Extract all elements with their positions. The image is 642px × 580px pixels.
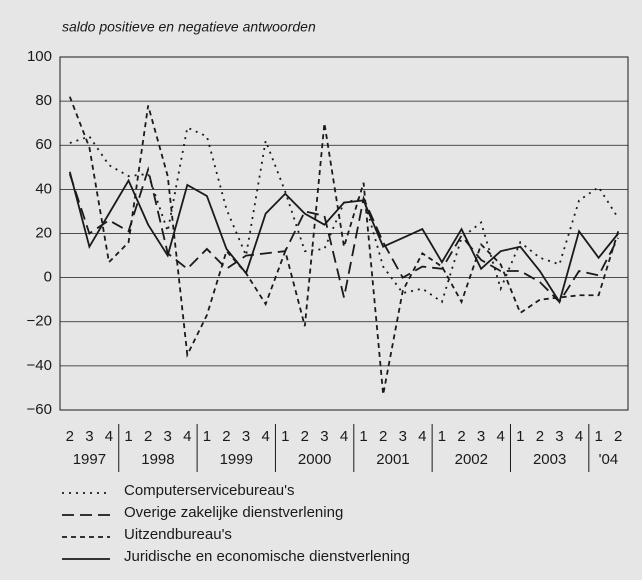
x-tick-label: 3 xyxy=(320,428,328,445)
x-tick-label: 2 xyxy=(144,428,152,445)
x-tick-label: 4 xyxy=(497,428,505,445)
x-tick-label: 4 xyxy=(105,428,113,445)
series-line xyxy=(68,171,619,305)
legend-label: Computerservicebureau's xyxy=(124,482,294,499)
x-tick-label: 3 xyxy=(242,428,250,445)
y-tick-label: 40 xyxy=(35,180,52,197)
year-label: 2001 xyxy=(376,451,409,468)
y-tick-label: 60 xyxy=(35,136,52,153)
x-tick-label: 2 xyxy=(301,428,309,445)
y-tick-label: 100 xyxy=(27,48,52,65)
y-tick-label: −40 xyxy=(27,357,52,374)
x-tick-label: 2 xyxy=(66,428,74,445)
y-tick-label: −20 xyxy=(27,313,52,330)
legend-label: Juridische en economische dienstverlenin… xyxy=(124,548,410,565)
x-tick-label: 1 xyxy=(359,428,367,445)
x-tick-label: 3 xyxy=(164,428,172,445)
year-label: 1998 xyxy=(141,451,174,468)
y-tick-label: 0 xyxy=(44,269,52,286)
year-label: 1997 xyxy=(73,451,106,468)
year-label: '04 xyxy=(599,451,619,468)
year-label: 2003 xyxy=(533,451,566,468)
x-tick-label: 4 xyxy=(340,428,348,445)
x-tick-label: 4 xyxy=(261,428,269,445)
x-tick-label: 2 xyxy=(536,428,544,445)
legend-label: Uitzendbureau's xyxy=(124,526,232,543)
x-tick-label: 1 xyxy=(594,428,602,445)
x-tick-label: 1 xyxy=(438,428,446,445)
x-tick-label: 4 xyxy=(183,428,191,445)
x-tick-label: 4 xyxy=(575,428,583,445)
x-tick-label: 3 xyxy=(555,428,563,445)
plot-frame xyxy=(59,56,629,411)
y-tick-label: −60 xyxy=(27,401,52,418)
x-tick-label: 1 xyxy=(124,428,132,445)
chart-subtitle: saldo positieve en negatieve antwoorden xyxy=(62,19,316,35)
x-tick-label: 3 xyxy=(85,428,93,445)
x-tick-label: 2 xyxy=(379,428,387,445)
x-tick-label: 3 xyxy=(477,428,485,445)
x-tick-label: 1 xyxy=(203,428,211,445)
year-label: 1999 xyxy=(220,451,253,468)
x-tick-label: 2 xyxy=(222,428,230,445)
x-tick-label: 4 xyxy=(418,428,426,445)
y-tick-label: 80 xyxy=(35,92,52,109)
x-tick-label: 2 xyxy=(614,428,622,445)
series-line xyxy=(68,166,620,304)
x-tick-label: 1 xyxy=(281,428,289,445)
legend-label: Overige zakelijke dienstverlening xyxy=(124,504,343,521)
x-tick-label: 2 xyxy=(457,428,465,445)
year-label: 2000 xyxy=(298,451,331,468)
x-tick-label: 3 xyxy=(399,428,407,445)
year-label: 2002 xyxy=(455,451,488,468)
y-tick-label: 20 xyxy=(35,224,52,241)
x-tick-label: 1 xyxy=(516,428,524,445)
